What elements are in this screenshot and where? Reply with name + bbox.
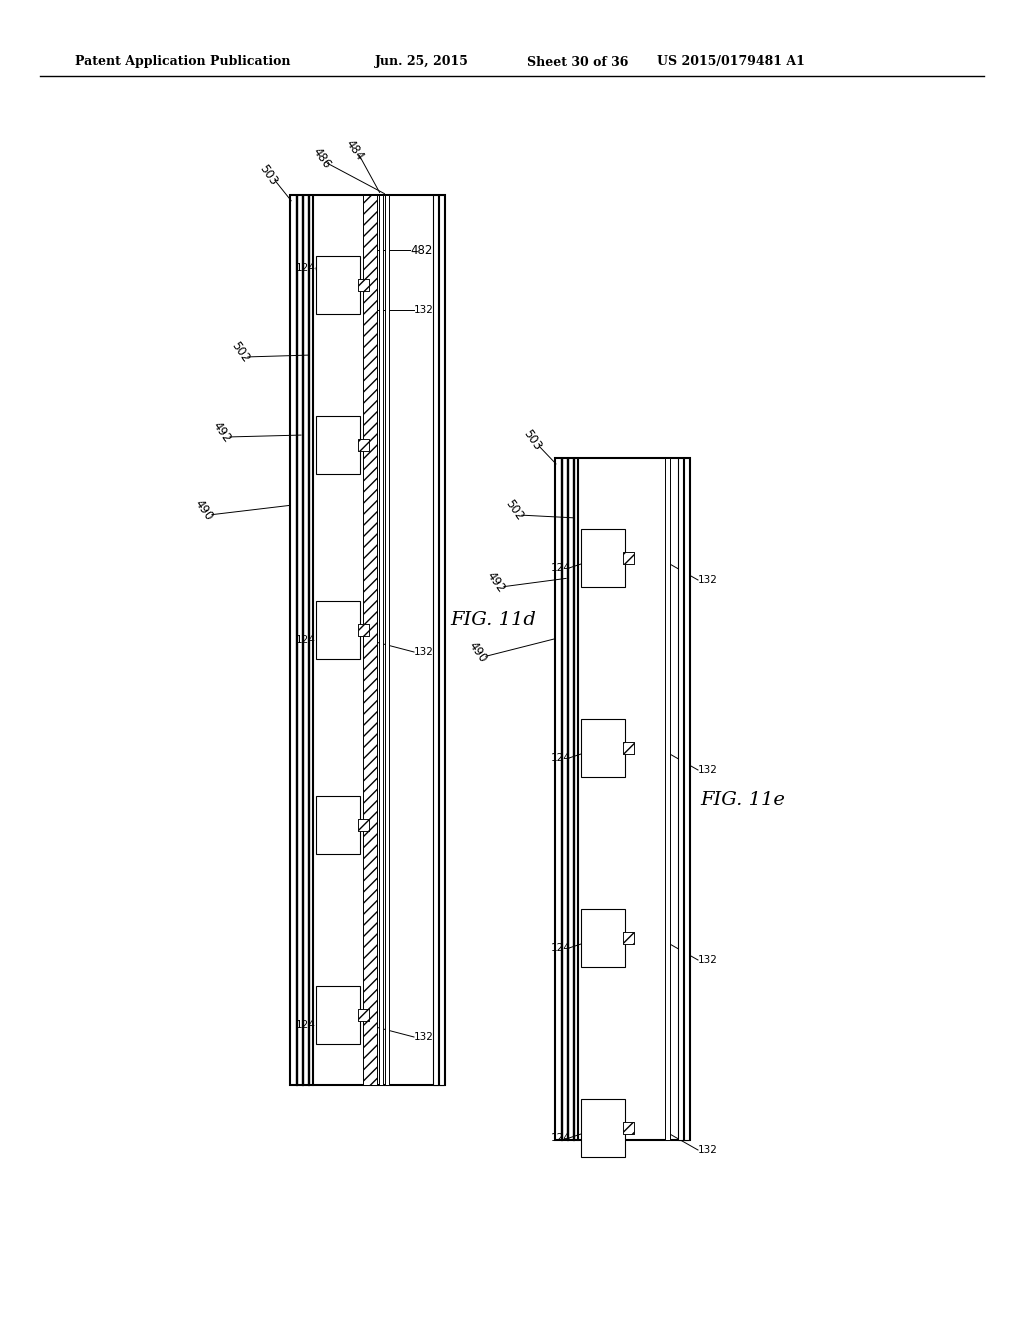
Bar	[358, 1008, 369, 1020]
Text: 484: 484	[343, 137, 367, 162]
Text: 492: 492	[210, 418, 233, 445]
Text: US 2015/0179481 A1: US 2015/0179481 A1	[657, 55, 805, 69]
Bar	[623, 932, 634, 944]
Text: 132: 132	[414, 305, 434, 315]
Bar	[358, 624, 369, 636]
Bar	[316, 416, 360, 474]
Bar	[358, 1008, 369, 1020]
Text: 486: 486	[310, 145, 334, 170]
Bar	[358, 818, 369, 832]
Text: 502: 502	[228, 339, 252, 364]
Bar	[358, 440, 369, 451]
Bar	[290, 195, 445, 1085]
Bar	[439, 195, 444, 1085]
Text: 490: 490	[193, 498, 216, 523]
Bar	[623, 932, 634, 944]
Text: 503: 503	[256, 162, 280, 187]
Bar	[581, 719, 625, 777]
Bar	[623, 742, 634, 754]
Text: 492: 492	[484, 569, 508, 595]
Text: 132: 132	[698, 954, 718, 965]
Text: 124: 124	[551, 752, 571, 763]
Bar	[358, 279, 369, 290]
Bar	[623, 742, 634, 754]
Bar	[316, 256, 360, 314]
Bar	[623, 1122, 634, 1134]
Text: 502: 502	[503, 498, 525, 523]
Bar	[358, 440, 369, 451]
Bar	[623, 1122, 634, 1134]
Text: 490: 490	[466, 639, 489, 665]
Text: 124: 124	[551, 1133, 571, 1143]
Text: 124: 124	[296, 635, 316, 645]
Bar	[581, 909, 625, 968]
Bar	[581, 1100, 625, 1158]
Bar	[362, 195, 377, 1085]
Text: 132: 132	[414, 647, 434, 657]
Bar	[623, 552, 634, 564]
Text: 132: 132	[698, 766, 718, 775]
Text: Jun. 25, 2015: Jun. 25, 2015	[375, 55, 469, 69]
Bar	[358, 624, 369, 636]
Text: 503: 503	[520, 428, 544, 453]
Bar	[316, 601, 360, 659]
Text: FIG. 11e: FIG. 11e	[700, 791, 784, 809]
Bar	[581, 529, 625, 587]
Bar	[362, 195, 377, 1085]
Text: 132: 132	[698, 576, 718, 585]
Text: 132: 132	[414, 1032, 434, 1041]
Text: 124: 124	[296, 1020, 316, 1030]
Bar	[684, 458, 689, 1140]
Text: Sheet 30 of 36: Sheet 30 of 36	[527, 55, 629, 69]
Text: Patent Application Publication: Patent Application Publication	[75, 55, 291, 69]
Bar	[358, 818, 369, 832]
Text: 124: 124	[296, 263, 316, 273]
Bar	[623, 552, 634, 564]
Bar	[433, 195, 438, 1085]
Bar	[385, 195, 389, 1085]
Text: 132: 132	[698, 1144, 718, 1155]
Text: 482: 482	[410, 243, 432, 256]
Bar	[316, 986, 360, 1044]
Text: 124: 124	[551, 564, 571, 573]
Text: FIG. 11d: FIG. 11d	[450, 611, 536, 630]
Bar	[665, 458, 670, 1140]
Bar	[316, 796, 360, 854]
Bar	[678, 458, 683, 1140]
Bar	[379, 195, 383, 1085]
Bar	[358, 279, 369, 290]
Bar	[555, 458, 690, 1140]
Text: 124: 124	[551, 942, 571, 953]
